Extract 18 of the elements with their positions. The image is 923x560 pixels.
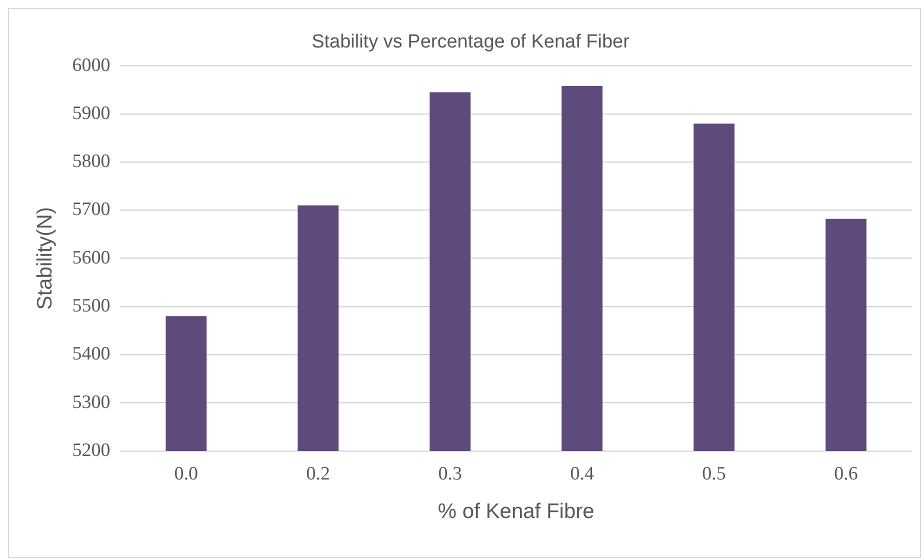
x-tick-label: 0.2	[306, 463, 330, 484]
chart-title: Stability vs Percentage of Kenaf Fiber	[312, 32, 630, 53]
y-tick-label: 6000	[72, 54, 110, 76]
y-tick-label: 5500	[72, 296, 110, 317]
y-tick-label: 5400	[72, 344, 110, 365]
x-tick-label: 0.4	[570, 463, 594, 484]
x-tick-label: 0.5	[702, 463, 726, 484]
x-tick-label: 0.0	[174, 463, 198, 484]
x-tick-label: 0.6	[834, 463, 858, 484]
x-tick-label: 0.3	[438, 463, 462, 484]
y-axis-title: Stability(N)	[33, 207, 56, 310]
y-tick-label: 5600	[72, 247, 110, 268]
y-tick-label: 5300	[72, 392, 110, 413]
x-axis-title: % of Kenaf Fibre	[438, 500, 594, 524]
y-tick-label: 5200	[72, 440, 110, 461]
y-tick-label: 5800	[72, 151, 110, 172]
y-tick-label: 5700	[72, 199, 110, 220]
y-tick-label: 5900	[72, 102, 110, 124]
